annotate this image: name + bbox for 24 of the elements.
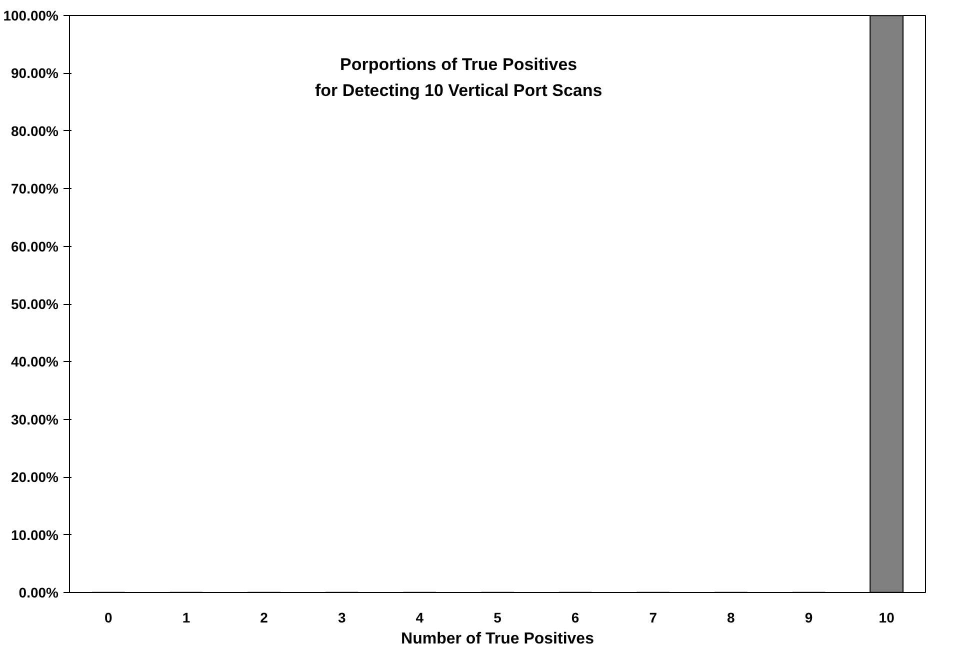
y-tick-label: 80.00% bbox=[11, 122, 60, 139]
x-tick-label: 3 bbox=[338, 610, 346, 626]
y-tick-label: 60.00% bbox=[11, 238, 60, 254]
x-tick-label: 4 bbox=[416, 610, 424, 626]
y-tick-label: 100.00% bbox=[3, 8, 60, 24]
x-tick-label: 2 bbox=[260, 610, 268, 626]
x-tick-label: 9 bbox=[804, 610, 813, 626]
y-tick-label: 90.00% bbox=[11, 65, 60, 82]
text: Porportions of True Positives for Detecting 10 Vertical Port Scans bbox=[314, 55, 602, 100]
x-axis-title: Number of True Positives bbox=[401, 630, 594, 648]
y-tick-label: 70.00% bbox=[11, 180, 60, 197]
y-tick-label: 20.00% bbox=[11, 469, 60, 486]
y-tick-label: 40.00% bbox=[11, 354, 60, 370]
y-tick-label: 30.00% bbox=[11, 411, 60, 428]
y-tick-label: 10.00% bbox=[11, 526, 60, 543]
x-tick-label: 6 bbox=[571, 610, 580, 626]
x-tick-label: 8 bbox=[727, 610, 736, 626]
x-tick-label: 0 bbox=[104, 610, 113, 626]
x-tick-label: 7 bbox=[649, 610, 658, 626]
y-tick-label: 0.00% bbox=[18, 584, 60, 600]
y-tick-label: 50.00% bbox=[11, 296, 60, 312]
x-tick-label: 10 bbox=[878, 610, 895, 626]
x-tick-label: 1 bbox=[182, 610, 190, 626]
x-tick-label: 5 bbox=[494, 610, 502, 626]
